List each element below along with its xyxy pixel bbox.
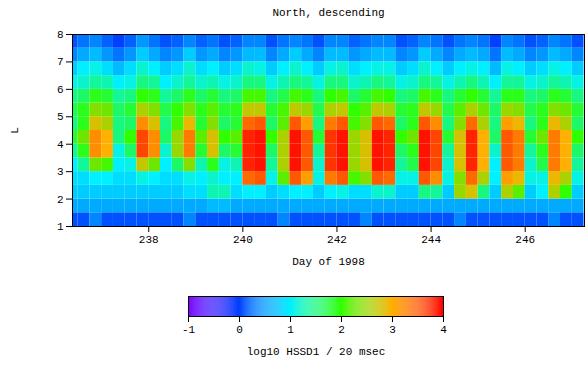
svg-text:246: 246	[515, 234, 535, 246]
svg-text:240: 240	[233, 234, 253, 246]
svg-text:8: 8	[57, 29, 64, 41]
svg-text:3: 3	[57, 166, 64, 178]
svg-text:2: 2	[338, 324, 345, 336]
svg-text:North, descending: North, descending	[272, 7, 384, 19]
svg-text:6: 6	[57, 84, 64, 96]
svg-text:238: 238	[139, 234, 159, 246]
svg-text:log10 HSSD1 / 20 msec: log10 HSSD1 / 20 msec	[247, 346, 386, 358]
svg-text:7: 7	[57, 56, 64, 68]
svg-text:1: 1	[57, 221, 64, 233]
svg-text:Day of 1998: Day of 1998	[292, 256, 365, 268]
svg-text:3: 3	[389, 324, 396, 336]
svg-text:4: 4	[57, 139, 64, 151]
svg-text:4: 4	[440, 324, 447, 336]
svg-text:1: 1	[287, 324, 294, 336]
svg-text:2: 2	[57, 194, 64, 206]
svg-text:244: 244	[421, 234, 441, 246]
svg-text:-1: -1	[182, 324, 196, 336]
svg-text:242: 242	[327, 234, 347, 246]
svg-text:L: L	[9, 127, 21, 134]
svg-text:0: 0	[236, 324, 243, 336]
svg-text:5: 5	[57, 111, 64, 123]
